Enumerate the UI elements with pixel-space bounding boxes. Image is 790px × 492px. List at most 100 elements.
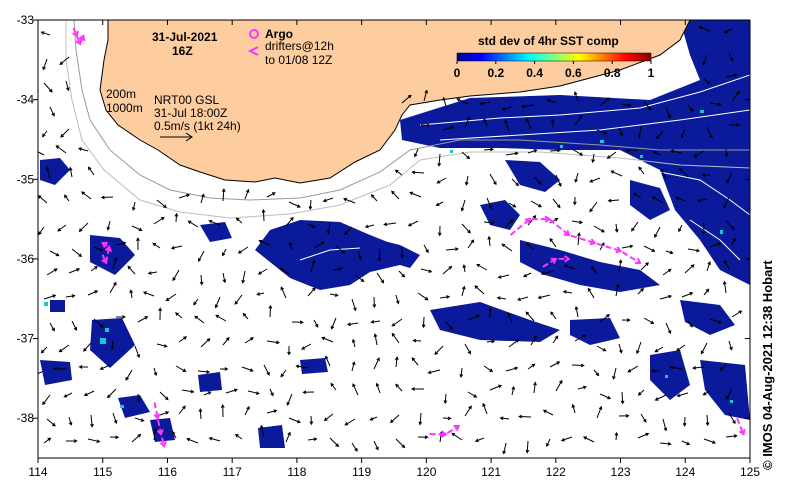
current-vector [546, 98, 557, 104]
current-vector [287, 346, 291, 356]
current-vector [640, 413, 647, 423]
current-vector [398, 270, 406, 278]
current-vector [323, 413, 334, 422]
current-vector [533, 381, 537, 394]
current-vector [194, 315, 205, 324]
current-vector [665, 106, 671, 119]
current-vector [723, 259, 730, 270]
current-vector [591, 266, 598, 275]
current-vector [46, 268, 58, 276]
drifter-track [101, 242, 111, 267]
current-vector [508, 339, 520, 348]
current-vector [38, 149, 45, 156]
current-vector [78, 365, 89, 369]
current-vector [375, 382, 381, 394]
current-vector [456, 98, 469, 105]
current-vector [71, 320, 78, 331]
y-axis-ticks: -33 -34 -35 -36 -37 -38 [17, 13, 750, 425]
current-vector [158, 307, 163, 321]
current-vector [461, 285, 466, 297]
current-vector [420, 268, 433, 273]
drifters-label-line2: to 01/08 12Z [265, 53, 332, 67]
current-vector [100, 195, 114, 200]
current-vector [467, 239, 475, 249]
current-vector [153, 367, 158, 377]
current-vector [172, 269, 180, 282]
current-vector [483, 147, 495, 152]
current-vector [596, 405, 603, 419]
current-vector [46, 418, 56, 427]
colorbar-tick-label: 0 [454, 66, 461, 80]
current-vector [709, 318, 722, 324]
colorbar-tick-label: 0.2 [487, 66, 504, 80]
current-vector [675, 196, 686, 202]
current-vector [527, 149, 538, 154]
current-vector [525, 117, 532, 130]
current-vector [244, 188, 250, 200]
current-vector [78, 147, 89, 152]
current-vector [60, 128, 70, 138]
current-vector [702, 54, 708, 66]
current-vector [571, 220, 584, 225]
current-vector [313, 241, 325, 249]
current-vector [706, 260, 711, 272]
current-vector [546, 438, 551, 448]
current-vector [136, 393, 141, 403]
current-vector [364, 224, 375, 229]
current-vector [41, 130, 48, 138]
current-vector [443, 393, 448, 405]
current-vector [726, 172, 733, 184]
current-vector [87, 438, 101, 443]
current-vector [678, 224, 683, 233]
current-vector [574, 305, 579, 318]
current-vector [200, 193, 205, 204]
current-vector [651, 368, 661, 373]
current-vector [43, 82, 53, 93]
current-vector [640, 262, 649, 271]
argo-label: Argo [265, 27, 293, 41]
current-vector [725, 73, 738, 78]
current-vector [562, 290, 573, 294]
current-vector [577, 232, 581, 246]
colorbar-ticks: 0 0.2 0.4 0.6 0.8 1 [454, 61, 655, 80]
current-vector [137, 316, 149, 323]
current-vector [391, 332, 400, 344]
current-vector [435, 201, 444, 206]
current-vector [241, 270, 246, 284]
current-vector [701, 222, 706, 236]
current-vector [81, 191, 92, 200]
current-vector [596, 345, 607, 352]
drifter-point-marker [159, 440, 167, 448]
current-vector [280, 369, 287, 378]
drifter-tracks [72, 27, 746, 448]
current-vector [525, 243, 535, 250]
current-vector [417, 292, 429, 301]
current-vector [499, 416, 510, 421]
vector-scale-arrow-icon [160, 132, 193, 142]
product-label: NRT00 GSL [154, 93, 219, 107]
drifter-point-marker [104, 245, 113, 252]
current-vector [391, 318, 403, 327]
y-tick-label: -34 [17, 93, 35, 107]
current-vector [131, 201, 136, 212]
current-vector [436, 177, 447, 184]
current-vector [43, 437, 52, 444]
current-vector [395, 383, 403, 392]
drifter-point-marker [156, 429, 164, 436]
current-vector [310, 259, 316, 273]
current-vector [591, 153, 595, 164]
current-vector [618, 127, 624, 137]
current-vector [459, 367, 464, 379]
contour-200m-label: 200m [106, 87, 136, 101]
current-vector [156, 199, 167, 209]
drifter-point-marker [453, 424, 461, 432]
current-vector [574, 172, 579, 183]
current-vector [497, 274, 510, 279]
current-vector [573, 91, 579, 102]
current-vector [53, 366, 67, 371]
current-vector [83, 390, 95, 396]
current-vector [38, 226, 45, 236]
current-vector [488, 307, 493, 319]
current-vector [225, 388, 238, 394]
current-vector [612, 367, 617, 380]
